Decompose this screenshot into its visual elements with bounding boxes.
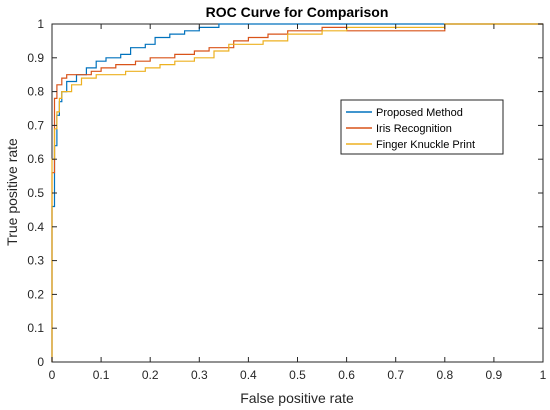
legend-entry-label: Proposed Method: [376, 107, 463, 119]
series-line-proposed-method: [51, 23, 543, 362]
x-axis-label: False positive rate: [240, 390, 354, 406]
y-tick-label: 0: [37, 355, 44, 369]
ticks-layer: 0 0.1 0.2 0.3 0.4 0.5 0.6 0.7 0.8 0.9 1 0 0.1 0.2 0.3 0…: [27, 17, 546, 382]
x-tick-label: 0.4: [240, 368, 257, 382]
y-tick-label: 0.5: [27, 186, 44, 200]
x-tick-label: 1: [540, 368, 547, 382]
x-tick-label: 0.8: [436, 368, 453, 382]
series-line-finger-knuckle-print: [51, 23, 543, 362]
legend-entry-label: Iris Recognition: [376, 123, 452, 135]
x-tick-label: 0.2: [142, 368, 159, 382]
x-tick-label: 0.3: [191, 368, 208, 382]
chart-title: ROC Curve for Comparison: [206, 4, 389, 20]
y-tick-label: 0.1: [27, 321, 44, 335]
legend-box: [340, 99, 504, 155]
plot-area: [51, 23, 544, 363]
x-tick-label: 0.7: [387, 368, 404, 382]
x-tick-label: 0: [49, 368, 56, 382]
y-tick-label: 0.6: [27, 152, 44, 166]
series-layer: [51, 23, 543, 362]
x-tick-label: 0.6: [338, 368, 355, 382]
y-tick-label: 0.7: [27, 118, 44, 132]
y-tick-label: 0.2: [27, 287, 44, 301]
y-tick-label: 0.3: [27, 254, 44, 268]
legend: Proposed Method Iris Recognition Finger Kn…: [340, 99, 504, 155]
y-axis-label: True positive rate: [4, 138, 20, 246]
x-tick-label: 0.9: [486, 368, 503, 382]
x-tick-label: 0.5: [289, 368, 306, 382]
y-tick-label: 0.4: [27, 220, 44, 234]
axes-box: [51, 23, 544, 363]
legend-entry-label: Finger Knuckle Print: [376, 139, 475, 151]
y-tick-label: 0.9: [27, 51, 44, 65]
x-tick-label: 0.1: [93, 368, 110, 382]
y-tick-label: 0.8: [27, 85, 44, 99]
y-tick-label: 1: [37, 17, 44, 31]
series-line-iris-recognition: [51, 23, 543, 362]
